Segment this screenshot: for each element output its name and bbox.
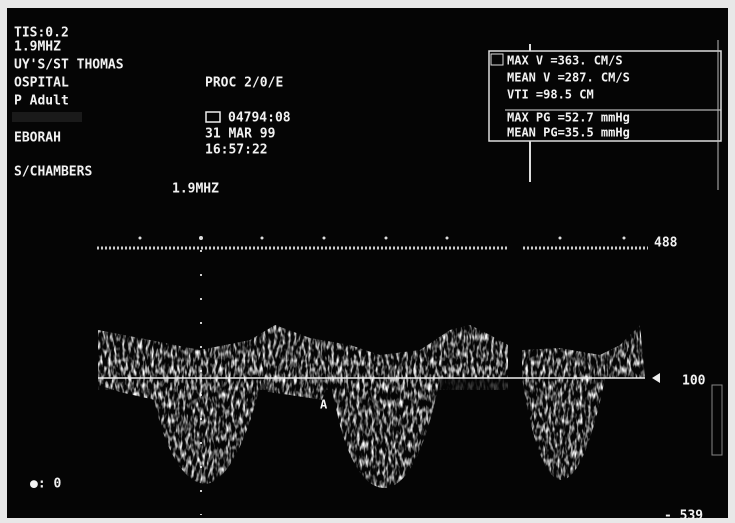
- marker: A: [320, 398, 328, 412]
- info-line: S/CHAMBERS: [14, 165, 92, 180]
- measurement: MAX PG =52.7 mmHg: [507, 111, 630, 125]
- measurement: MEAN V =287. CM/S: [507, 71, 630, 85]
- time: 16:57:22: [205, 143, 268, 158]
- frequency: 1.9MHZ: [172, 182, 219, 197]
- scale-label: 100: [682, 374, 706, 389]
- info-line: EBORAH: [14, 131, 61, 146]
- measurement: VTI =98.5 CM: [507, 88, 594, 102]
- study-id: 04794:08: [228, 111, 291, 126]
- redaction: [12, 112, 82, 122]
- screen: TIS:0.2 1.9MHZ UY'S/ST THOMAS OSPITAL P …: [0, 0, 735, 523]
- measurement: MAX V =363. CM/S: [507, 54, 623, 68]
- date: 31 MAR 99: [205, 127, 275, 142]
- procedure: PROC 2/0/E: [205, 76, 283, 91]
- page: {"header": {"lines": ["TIS:0.2", "1.9MHZ…: [0, 0, 735, 523]
- footer: ●: 0: [30, 477, 61, 492]
- info-line: TIS:0.2: [14, 26, 69, 41]
- scale-label: - 539: [664, 509, 703, 523]
- info-line: OSPITAL: [14, 76, 69, 91]
- spectral-band: [98, 360, 508, 390]
- info-line: P Adult: [14, 94, 69, 109]
- measurement: MEAN PG=35.5 mmHg: [507, 126, 630, 140]
- info-line: 1.9MHZ: [14, 40, 61, 55]
- info-line: UY'S/ST THOMAS: [14, 58, 124, 73]
- scale-label: 488: [654, 236, 678, 251]
